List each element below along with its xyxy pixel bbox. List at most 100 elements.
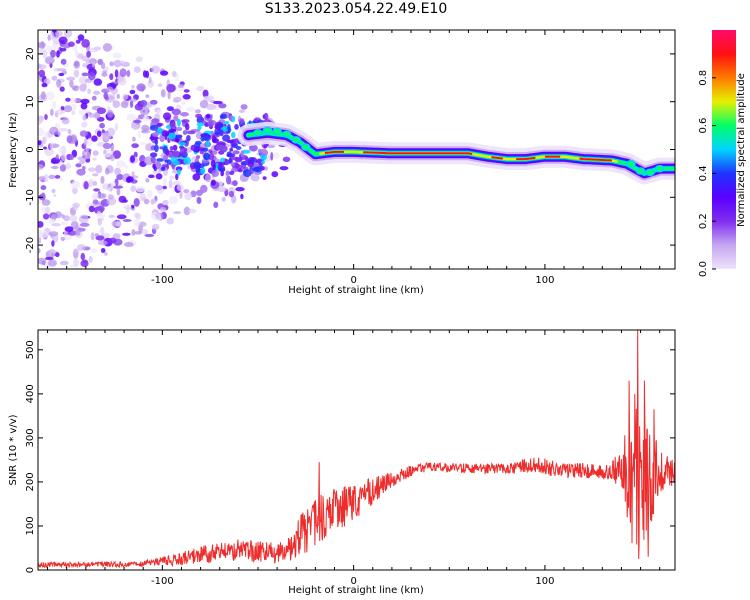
spectrogram-cell [92,199,99,205]
spectrogram-cell [131,84,135,89]
spectrogram-cell [60,221,68,226]
spectrogram-blob [626,160,636,168]
spectrogram-cell [81,121,88,128]
spectrogram-cell [216,144,225,151]
spectrogram-cell [58,128,68,132]
spectrogram-cell [112,100,121,108]
spectrogram-cell [91,135,98,142]
spectrogram-cell [229,170,235,175]
spectrogram-cell [156,158,164,162]
snr-ytick-label: 100 [25,516,36,535]
spectrogram-cell [273,152,280,159]
spectrogram-cell [60,58,67,65]
spectrogram-cell [122,93,129,100]
spectrogram-cell [186,130,196,135]
spectrogram-cell [76,168,86,176]
spectrogram-cell [88,205,95,213]
spectrogram-cell [181,119,190,124]
spectrogram-cell [45,256,54,261]
spectrogram-cell [224,121,230,125]
spectrogram-cell [168,179,173,189]
spectrogram-cell [87,137,93,147]
spectrogram-cell [220,170,225,177]
spectrogram-cell [131,98,137,103]
spectrogram-cell [44,114,48,120]
spectrogram-cell [178,142,187,146]
spectrogram-blob [262,126,273,135]
spectrogram-cell [242,149,251,154]
spectrogram-cell [44,56,55,65]
spectrogram-cell [93,90,101,95]
spectrogram-cell [38,42,46,49]
spectrogram-cell [71,110,76,115]
spectrogram-cell [180,112,189,117]
spectrogram-cell [82,165,86,171]
spectrogram-cell [41,82,48,88]
spectrogram-xtick-label: -100 [151,275,174,286]
spectrogram-cell [112,233,121,240]
spectrogram-cell [218,123,222,128]
spectrogram-cell [165,148,170,156]
spectrogram-cell [51,75,58,81]
spectrogram-cell [177,168,181,176]
spectrogram-blob [301,143,311,151]
spectrogram-cell [114,167,121,176]
spectrogram-cell [56,50,60,58]
spectrogram-cell [173,211,182,215]
spectrogram-cell [107,186,112,192]
spectrogram-cell [107,109,114,118]
spectrogram-cell [174,134,183,139]
spectrogram-cell [137,130,141,138]
spectrogram-cell [218,167,226,172]
spectrogram-cell [38,175,46,181]
spectrogram-cell [42,136,47,145]
spectrogram-cell [238,168,243,173]
spectrogram-cell [92,192,99,199]
spectrogram-cell [38,248,41,254]
spectrogram-cell [162,112,172,120]
spectrogram-cell [64,226,74,232]
spectrogram-cell [97,205,105,212]
spectrogram-cell [48,248,56,257]
spectrogram-cell [103,92,109,100]
spectrogram-cell [168,128,177,133]
spectrogram-cell [271,171,279,178]
spectrogram-blob [645,168,655,177]
spectrogram-cell [116,93,121,99]
spectrogram-cell [102,43,112,52]
snr-xtick-label: -100 [151,576,174,587]
spectrogram-cell [201,133,211,141]
spectrogram-cell [38,63,42,69]
spectrogram-cell [227,124,231,131]
spectrogram-cell [156,122,163,128]
spectrogram-cell [107,194,114,200]
spectrogram-cell [195,113,203,119]
spectrogram-cell [159,146,164,150]
spectrogram-cell [221,197,227,202]
spectrogram-cell [279,166,289,171]
spectrogram-cell [116,160,126,168]
spectrogram-cell [60,237,66,241]
spectrogram-cell [52,234,59,243]
spectrogram-cell [138,221,147,227]
spectrogram-cell [211,169,219,177]
spectrogram-cell [46,91,55,101]
spectrogram-cell [228,115,233,122]
spectrogram-cell [88,167,96,172]
spectrogram-cell [173,115,179,122]
spectrogram-cell [123,242,134,247]
spectrogram-cell [169,145,174,152]
spectrogram-cell [132,136,136,142]
spectrogram-cell [50,108,54,116]
spectrogram-cell [66,76,76,81]
snr-ytick-label: 200 [25,472,36,491]
figure-title: S133.2023.054.22.49.E10 [264,1,448,17]
spectrogram-cell [186,135,191,142]
spectrogram-cell [231,131,236,139]
spectrogram-cell [177,84,185,88]
spectrogram-cell [226,175,232,185]
spectrogram-cell [55,154,59,160]
spectrogram-cell [205,173,212,183]
spectrogram-cell [38,164,44,171]
